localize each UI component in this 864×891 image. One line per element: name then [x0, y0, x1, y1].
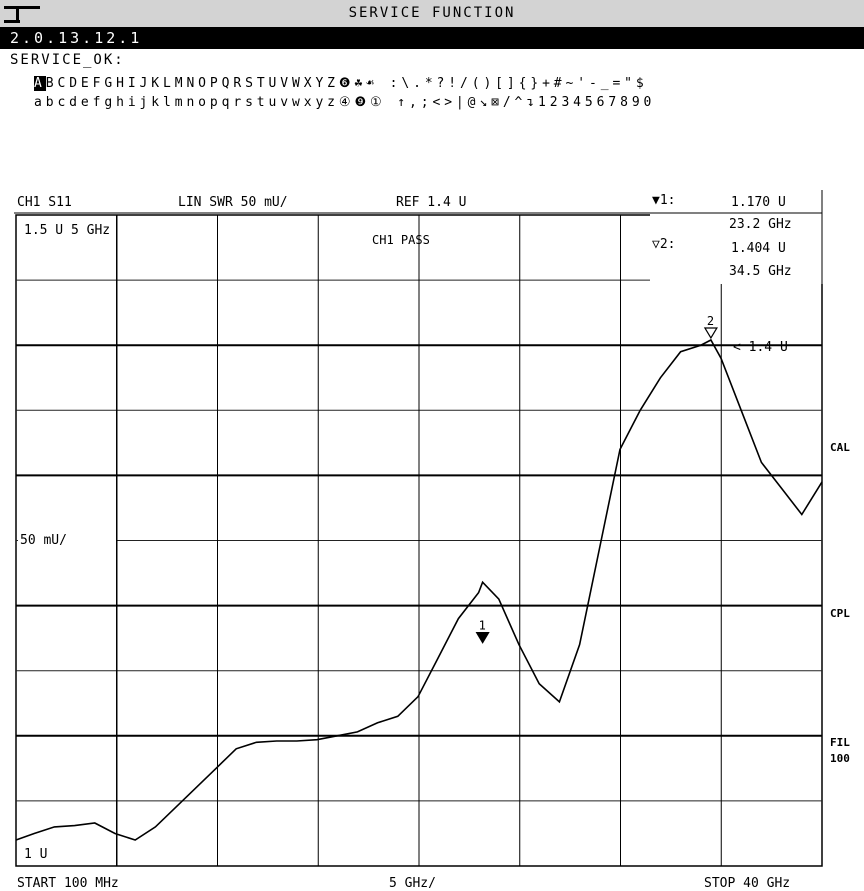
marker-2-symbol [703, 327, 718, 340]
marker-1-symbol [475, 632, 490, 644]
menu-path: 2.0.13.12.1 [0, 27, 864, 49]
marker-2-freq: 34.5 GHz [729, 264, 792, 279]
fil-value: 100 [830, 752, 850, 765]
marker-1-value: 1.170 U [731, 195, 786, 210]
marker-1-freq: 23.2 GHz [729, 217, 792, 232]
format-label: LIN SWR 50 mU/ [178, 195, 288, 210]
fil-indicator: FIL [830, 736, 850, 749]
marker-1-number: 1 [479, 619, 486, 633]
window-title: SERVICE FUNCTION [348, 5, 516, 21]
cpl-indicator: CPL [830, 607, 850, 620]
selected-character[interactable]: A [34, 76, 46, 91]
uppercase-character-row[interactable]: ABCDEFGHIJKLMNOPQRSTUVWXYZ❻☘☙ :\.*?!/()[… [34, 76, 648, 91]
marker-panel-bg [650, 190, 823, 284]
start-frequency: START 100 MHz [17, 876, 119, 891]
channel-label: CH1 S11 [17, 195, 72, 210]
uppercase-characters[interactable]: BCDEFGHIJKLMNOPQRSTUVWXYZ❻☘☙ :\.*?!/()[]… [45, 76, 648, 91]
grid-layer [14, 190, 823, 867]
bottom-ref-label: 1 U [24, 847, 47, 862]
span-per-division: 5 GHz/ [389, 876, 436, 891]
plot-frame [15, 214, 823, 867]
stop-frequency: STOP 40 GHz [704, 876, 790, 891]
cal-indicator: CAL [830, 441, 850, 454]
marker-2-number: 2 [707, 314, 714, 328]
scale-label-bg [18, 532, 116, 548]
marker-1-label: ▼1: [652, 193, 675, 208]
pass-indicator: CH1 PASS [372, 233, 430, 247]
ref-label: REF 1.4 U [396, 195, 466, 210]
swr-trace [15, 338, 823, 841]
trace-layer: 12 [15, 314, 823, 841]
ref-line-label: < 1.4 U [733, 340, 788, 355]
title-bar: SERVICE FUNCTION [0, 0, 864, 27]
marker-2-value: 1.404 U [731, 241, 786, 256]
marker-2-label: ▽2: [652, 237, 675, 252]
scale-info: 1.5 U 5 GHz [24, 223, 110, 238]
corner-icon [4, 6, 40, 23]
scale-label: 50 mU/ [20, 533, 67, 548]
status-text: SERVICE_OK: [10, 52, 125, 68]
lowercase-character-row[interactable]: abcdefghijklmnopqrstuvwxyz④❾① ↑,;<>|@↘⊠/… [34, 95, 656, 110]
